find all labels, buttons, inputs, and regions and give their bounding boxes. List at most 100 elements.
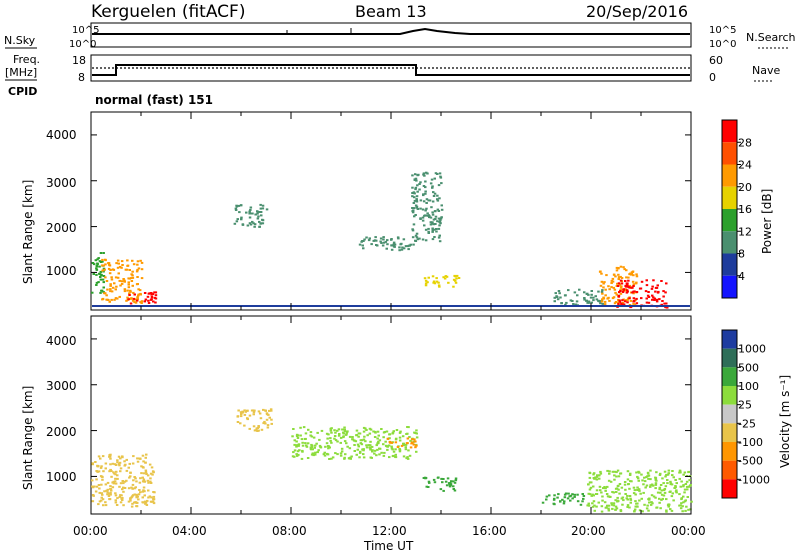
- data-cell: [125, 469, 129, 472]
- data-cell: [307, 428, 310, 431]
- data-cell: [582, 497, 585, 500]
- data-cell: [417, 173, 420, 176]
- data-cell: [125, 299, 128, 302]
- data-cell: [629, 497, 632, 500]
- data-cell: [622, 499, 625, 502]
- data-cell: [452, 485, 455, 488]
- data-cell: [629, 498, 633, 501]
- data-cell: [252, 222, 255, 225]
- data-cell: [669, 508, 672, 511]
- data-cell: [122, 482, 125, 485]
- data-cell: [359, 450, 362, 453]
- data-cell: [433, 481, 437, 484]
- data-cell: [306, 442, 310, 445]
- data-cell: [592, 472, 596, 475]
- data-cell: [611, 297, 615, 300]
- data-cell: [432, 478, 436, 481]
- data-cell: [293, 439, 296, 442]
- data-cell: [444, 480, 448, 483]
- data-cell: [110, 278, 114, 281]
- data-cell: [241, 223, 245, 226]
- data-cell: [610, 503, 614, 506]
- data-cell: [152, 300, 155, 303]
- data-cell: [687, 508, 690, 511]
- data-cell: [371, 449, 374, 452]
- data-cell: [588, 493, 592, 496]
- colorbar-swatch: [722, 367, 737, 386]
- data-cell: [673, 487, 676, 489]
- data-cell: [147, 489, 150, 492]
- data-cell: [306, 457, 310, 459]
- data-cell: [359, 439, 363, 442]
- data-cell: [116, 266, 120, 269]
- data-cell: [659, 491, 662, 494]
- data-cell: [689, 484, 692, 486]
- data-cell: [447, 281, 450, 284]
- data-cell: [297, 443, 301, 446]
- data-cell: [353, 450, 356, 452]
- data-cell: [375, 454, 378, 457]
- colorbar-swatch: [722, 423, 737, 442]
- data-cell: [296, 444, 299, 447]
- data-cell: [612, 502, 616, 505]
- data-cell: [617, 294, 621, 297]
- data-cell: [136, 296, 139, 299]
- data-cell: [660, 280, 663, 282]
- data-cell: [150, 293, 153, 296]
- data-cell: [415, 236, 419, 239]
- data-cell: [443, 277, 447, 280]
- data-cell: [600, 505, 604, 508]
- data-cell: [400, 444, 404, 447]
- data-cell: [339, 454, 343, 457]
- data-cell: [455, 277, 458, 280]
- data-cell: [370, 456, 373, 459]
- data-cell: [674, 479, 677, 481]
- data-cell: [635, 275, 639, 278]
- data-cell: [627, 286, 631, 289]
- data-cell: [111, 462, 115, 465]
- data-cell: [236, 421, 240, 423]
- data-cell: [652, 296, 655, 299]
- data-cell: [413, 196, 416, 199]
- data-cell: [330, 431, 333, 434]
- data-cell: [650, 501, 653, 504]
- data-cell: [130, 297, 133, 300]
- data-cell: [415, 205, 419, 208]
- data-cell: [239, 411, 243, 414]
- data-cell: [610, 286, 613, 289]
- data-cell: [683, 488, 687, 491]
- data-cell: [585, 299, 588, 302]
- data-cell: [654, 477, 658, 480]
- data-cell: [147, 481, 150, 484]
- data-cell: [392, 241, 396, 244]
- data-cell: [116, 259, 120, 262]
- data-cell: [408, 436, 411, 438]
- data-cell: [418, 188, 421, 191]
- data-cell: [620, 285, 623, 288]
- data-cell: [104, 501, 107, 504]
- data-cell: [614, 291, 617, 294]
- data-cell: [110, 298, 113, 301]
- data-cell: [615, 269, 619, 272]
- data-cell: [411, 174, 414, 177]
- data-cell: [395, 429, 399, 431]
- data-cell: [383, 451, 386, 454]
- colorbar-tick-label: 28: [738, 136, 752, 149]
- data-cell: [370, 445, 374, 448]
- data-cell: [665, 498, 668, 501]
- data-cell: [128, 269, 131, 271]
- data-cell: [638, 489, 641, 492]
- data-cell: [620, 497, 624, 500]
- data-cell: [126, 264, 130, 267]
- data-cell: [406, 442, 409, 445]
- data-cell: [607, 504, 611, 507]
- data-cell: [690, 500, 693, 503]
- data-cell: [589, 486, 593, 489]
- data-cell: [400, 242, 403, 245]
- data-cell: [131, 483, 135, 486]
- data-cell: [104, 292, 107, 295]
- data-cell: [351, 436, 354, 438]
- data-cell: [148, 495, 152, 498]
- data-cell: [402, 247, 406, 250]
- data-cell: [415, 436, 419, 439]
